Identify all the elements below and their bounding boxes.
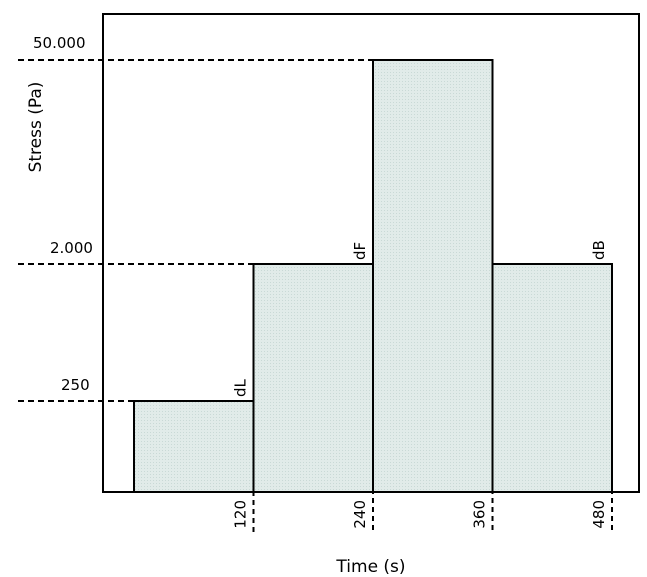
y-tick-label-2: 2.000 <box>50 239 93 257</box>
step-bar-2 <box>252 263 374 493</box>
segment-label-df: dF <box>351 242 369 260</box>
step-bar-3 <box>372 59 494 493</box>
guide-lines <box>18 59 613 532</box>
segment-label-dl: dL <box>232 378 250 397</box>
segment-label-db: dB <box>590 240 608 260</box>
x-axis-title: Time (s) <box>335 557 405 577</box>
x-tick-label-2: 240 <box>351 500 369 529</box>
step-bars <box>133 59 613 493</box>
plot-frame <box>102 13 640 493</box>
x-tick-label-3: 360 <box>471 500 489 529</box>
step-bar-1 <box>133 400 255 493</box>
y-tick-label-1: 250 <box>61 376 90 394</box>
y-axis-title: Stress (Pa) <box>26 82 46 173</box>
chart-labels: 250 2.000 50.000 120 240 360 480 dL dF dB <box>33 34 608 529</box>
y-tick-label-3: 50.000 <box>33 34 86 52</box>
step-bar-4 <box>491 263 613 493</box>
x-tick-label-1: 120 <box>232 500 250 529</box>
x-tick-label-4: 480 <box>590 500 608 529</box>
